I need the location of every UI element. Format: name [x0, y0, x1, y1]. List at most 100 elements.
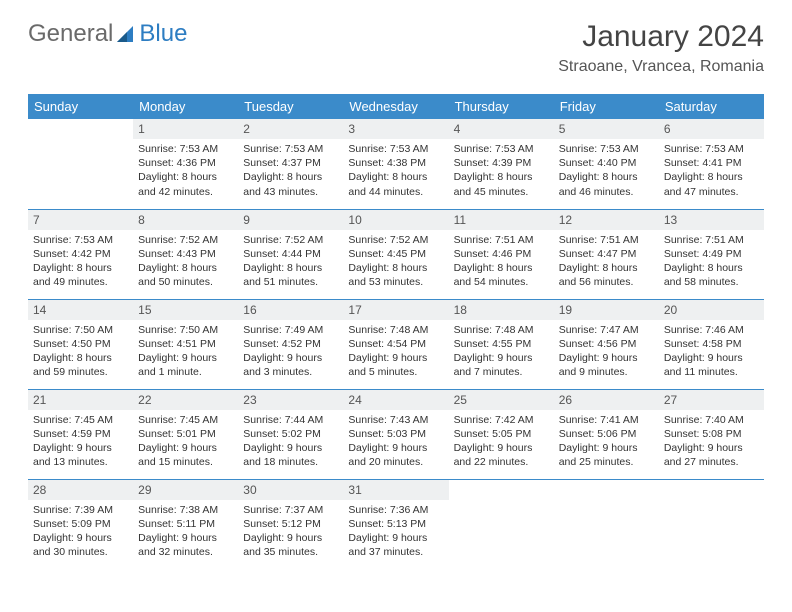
day-number: 6	[659, 119, 764, 139]
logo-text-blue: Blue	[139, 20, 187, 48]
weekday-header: Sunday	[28, 94, 133, 119]
sunset: Sunset: 4:47 PM	[559, 247, 654, 261]
daylight-line1: Daylight: 9 hours	[454, 351, 549, 365]
daylight-line1: Daylight: 8 hours	[559, 261, 654, 275]
day-data: Sunrise: 7:53 AMSunset: 4:41 PMDaylight:…	[659, 139, 764, 205]
day-data: Sunrise: 7:40 AMSunset: 5:08 PMDaylight:…	[659, 410, 764, 476]
sunset: Sunset: 4:51 PM	[138, 337, 233, 351]
daylight-line2: and 59 minutes.	[33, 365, 128, 379]
day-number: 19	[554, 300, 659, 320]
day-data: Sunrise: 7:50 AMSunset: 4:51 PMDaylight:…	[133, 320, 238, 386]
sunrise: Sunrise: 7:38 AM	[138, 503, 233, 517]
daylight-line2: and 13 minutes.	[33, 455, 128, 469]
sunrise: Sunrise: 7:53 AM	[243, 142, 338, 156]
daylight-line2: and 56 minutes.	[559, 275, 654, 289]
calendar-day-cell: 8Sunrise: 7:52 AMSunset: 4:43 PMDaylight…	[133, 209, 238, 299]
day-number: 17	[343, 300, 448, 320]
sunset: Sunset: 4:36 PM	[138, 156, 233, 170]
calendar-day-cell: 7Sunrise: 7:53 AMSunset: 4:42 PMDaylight…	[28, 209, 133, 299]
sunrise: Sunrise: 7:51 AM	[454, 233, 549, 247]
day-number: 21	[28, 390, 133, 410]
day-number: 13	[659, 210, 764, 230]
day-data: Sunrise: 7:53 AMSunset: 4:42 PMDaylight:…	[28, 230, 133, 296]
sunset: Sunset: 4:42 PM	[33, 247, 128, 261]
calendar-day-cell: 22Sunrise: 7:45 AMSunset: 5:01 PMDayligh…	[133, 389, 238, 479]
sunrise: Sunrise: 7:44 AM	[243, 413, 338, 427]
daylight-line2: and 27 minutes.	[664, 455, 759, 469]
calendar-day-cell: 5Sunrise: 7:53 AMSunset: 4:40 PMDaylight…	[554, 119, 659, 209]
daylight-line2: and 47 minutes.	[664, 185, 759, 199]
day-data: Sunrise: 7:43 AMSunset: 5:03 PMDaylight:…	[343, 410, 448, 476]
calendar-day-cell: 12Sunrise: 7:51 AMSunset: 4:47 PMDayligh…	[554, 209, 659, 299]
daylight-line2: and 51 minutes.	[243, 275, 338, 289]
sunrise: Sunrise: 7:52 AM	[138, 233, 233, 247]
weekday-header: Wednesday	[343, 94, 448, 119]
sunset: Sunset: 4:54 PM	[348, 337, 443, 351]
sunrise: Sunrise: 7:52 AM	[243, 233, 338, 247]
calendar-day-cell: 16Sunrise: 7:49 AMSunset: 4:52 PMDayligh…	[238, 299, 343, 389]
daylight-line2: and 9 minutes.	[559, 365, 654, 379]
calendar-day-cell	[449, 479, 554, 569]
day-data: Sunrise: 7:42 AMSunset: 5:05 PMDaylight:…	[449, 410, 554, 476]
sunset: Sunset: 4:55 PM	[454, 337, 549, 351]
day-data: Sunrise: 7:41 AMSunset: 5:06 PMDaylight:…	[554, 410, 659, 476]
calendar-week-row: 28Sunrise: 7:39 AMSunset: 5:09 PMDayligh…	[28, 479, 764, 569]
day-data: Sunrise: 7:39 AMSunset: 5:09 PMDaylight:…	[28, 500, 133, 566]
calendar-day-cell: 25Sunrise: 7:42 AMSunset: 5:05 PMDayligh…	[449, 389, 554, 479]
sunset: Sunset: 5:13 PM	[348, 517, 443, 531]
day-data: Sunrise: 7:37 AMSunset: 5:12 PMDaylight:…	[238, 500, 343, 566]
sunrise: Sunrise: 7:53 AM	[559, 142, 654, 156]
sunset: Sunset: 4:43 PM	[138, 247, 233, 261]
daylight-line1: Daylight: 9 hours	[33, 441, 128, 455]
daylight-line1: Daylight: 9 hours	[138, 531, 233, 545]
day-number: 11	[449, 210, 554, 230]
day-number: 1	[133, 119, 238, 139]
day-data: Sunrise: 7:53 AMSunset: 4:37 PMDaylight:…	[238, 139, 343, 205]
title-block: January 2024 Straoane, Vrancea, Romania	[558, 20, 764, 76]
calendar-day-cell: 29Sunrise: 7:38 AMSunset: 5:11 PMDayligh…	[133, 479, 238, 569]
calendar-day-cell: 3Sunrise: 7:53 AMSunset: 4:38 PMDaylight…	[343, 119, 448, 209]
sunrise: Sunrise: 7:53 AM	[454, 142, 549, 156]
sunset: Sunset: 4:40 PM	[559, 156, 654, 170]
day-data: Sunrise: 7:53 AMSunset: 4:40 PMDaylight:…	[554, 139, 659, 205]
calendar-day-cell: 2Sunrise: 7:53 AMSunset: 4:37 PMDaylight…	[238, 119, 343, 209]
sunrise: Sunrise: 7:46 AM	[664, 323, 759, 337]
calendar-body: 1Sunrise: 7:53 AMSunset: 4:36 PMDaylight…	[28, 119, 764, 569]
day-data: Sunrise: 7:51 AMSunset: 4:47 PMDaylight:…	[554, 230, 659, 296]
day-data: Sunrise: 7:49 AMSunset: 4:52 PMDaylight:…	[238, 320, 343, 386]
daylight-line1: Daylight: 9 hours	[559, 351, 654, 365]
weekday-header: Saturday	[659, 94, 764, 119]
weekday-header: Friday	[554, 94, 659, 119]
daylight-line2: and 11 minutes.	[664, 365, 759, 379]
daylight-line2: and 32 minutes.	[138, 545, 233, 559]
daylight-line1: Daylight: 8 hours	[33, 351, 128, 365]
daylight-line2: and 7 minutes.	[454, 365, 549, 379]
sunset: Sunset: 4:50 PM	[33, 337, 128, 351]
calendar-day-cell: 30Sunrise: 7:37 AMSunset: 5:12 PMDayligh…	[238, 479, 343, 569]
day-data: Sunrise: 7:53 AMSunset: 4:36 PMDaylight:…	[133, 139, 238, 205]
daylight-line2: and 15 minutes.	[138, 455, 233, 469]
day-data: Sunrise: 7:53 AMSunset: 4:39 PMDaylight:…	[449, 139, 554, 205]
calendar-day-cell: 4Sunrise: 7:53 AMSunset: 4:39 PMDaylight…	[449, 119, 554, 209]
sunrise: Sunrise: 7:49 AM	[243, 323, 338, 337]
daylight-line1: Daylight: 9 hours	[243, 531, 338, 545]
calendar-table: SundayMondayTuesdayWednesdayThursdayFrid…	[28, 94, 764, 569]
sunset: Sunset: 4:38 PM	[348, 156, 443, 170]
calendar-week-row: 14Sunrise: 7:50 AMSunset: 4:50 PMDayligh…	[28, 299, 764, 389]
calendar-day-cell: 27Sunrise: 7:40 AMSunset: 5:08 PMDayligh…	[659, 389, 764, 479]
calendar-day-cell: 6Sunrise: 7:53 AMSunset: 4:41 PMDaylight…	[659, 119, 764, 209]
calendar-day-cell: 14Sunrise: 7:50 AMSunset: 4:50 PMDayligh…	[28, 299, 133, 389]
daylight-line2: and 45 minutes.	[454, 185, 549, 199]
day-number: 9	[238, 210, 343, 230]
calendar-day-cell: 19Sunrise: 7:47 AMSunset: 4:56 PMDayligh…	[554, 299, 659, 389]
location: Straoane, Vrancea, Romania	[558, 58, 764, 76]
daylight-line1: Daylight: 8 hours	[243, 170, 338, 184]
daylight-line1: Daylight: 9 hours	[33, 531, 128, 545]
calendar-day-cell: 15Sunrise: 7:50 AMSunset: 4:51 PMDayligh…	[133, 299, 238, 389]
day-data: Sunrise: 7:38 AMSunset: 5:11 PMDaylight:…	[133, 500, 238, 566]
calendar-day-cell: 24Sunrise: 7:43 AMSunset: 5:03 PMDayligh…	[343, 389, 448, 479]
day-number: 12	[554, 210, 659, 230]
calendar-day-cell: 18Sunrise: 7:48 AMSunset: 4:55 PMDayligh…	[449, 299, 554, 389]
day-number: 15	[133, 300, 238, 320]
daylight-line2: and 46 minutes.	[559, 185, 654, 199]
